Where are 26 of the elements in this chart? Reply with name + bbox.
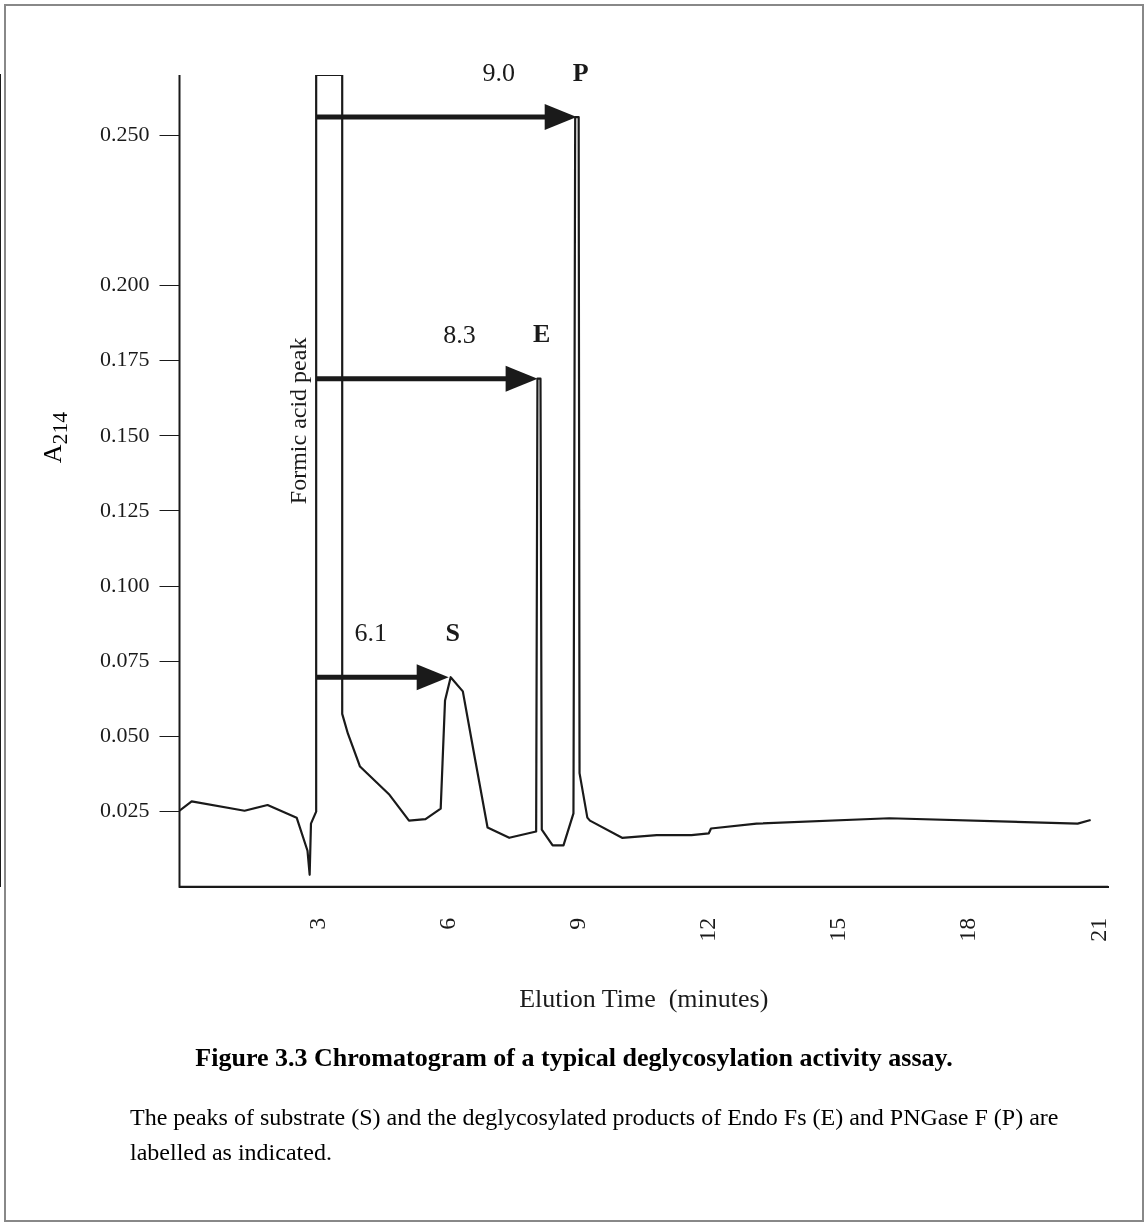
annotation: S — [445, 617, 460, 647]
y-tick-label: 0.150 — [100, 421, 150, 447]
annotation: 8.3 — [443, 319, 476, 349]
x-tick-label: 9 — [563, 917, 590, 930]
annotation: E — [532, 319, 551, 349]
annotation: 9.0 — [482, 57, 515, 87]
annotation: 6.1 — [354, 618, 387, 648]
y-tick-label: 0.125 — [100, 496, 150, 522]
x-tick-label: 12 — [694, 917, 721, 942]
x-tick-label: 21 — [1084, 917, 1111, 942]
x-axis-title: Elution Time (minutes) — [519, 984, 769, 1014]
y-tick-label: 0.050 — [100, 722, 150, 748]
y-tick-label: 0.250 — [100, 120, 150, 146]
x-tick-label: 3 — [303, 917, 330, 930]
y-tick-label: 0.175 — [100, 346, 150, 372]
y-tick-label: 0.100 — [100, 571, 150, 597]
y-tick-label: 0.200 — [100, 271, 150, 297]
text: The peaks of substrate (S) and the deglycosylated products of Endo Fs (E) and PNGase F (P) are labelled as indicated. — [130, 1103, 1060, 1167]
x-tick-label: 18 — [954, 917, 981, 942]
x-tick-label: 15 — [824, 917, 851, 942]
x-tick-label: 6 — [433, 917, 460, 930]
y-tick-label: 0.025 — [100, 797, 150, 823]
y-tick-label: 0.075 — [100, 647, 150, 673]
annotation: P — [572, 57, 589, 87]
annotation: Formic acid peak — [285, 337, 312, 505]
text: Figure 3.3 Chromatogram of a typical deglycosylation activity assay. — [194, 1043, 954, 1073]
